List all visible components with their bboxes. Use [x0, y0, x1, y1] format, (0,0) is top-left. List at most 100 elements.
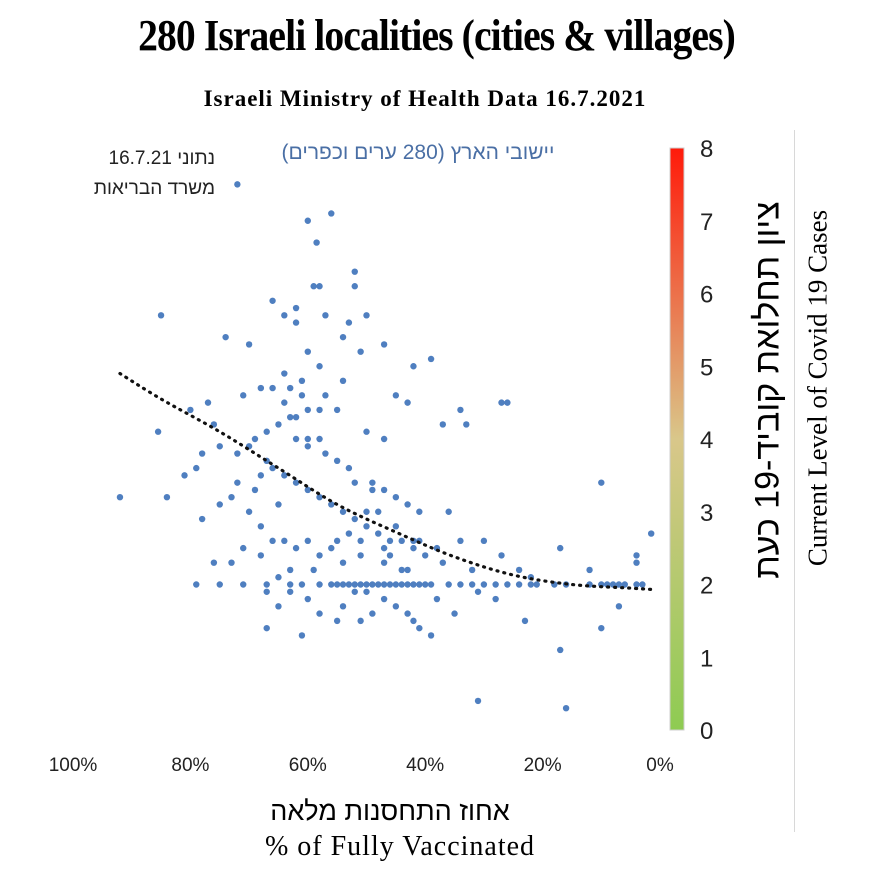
- data-point: [457, 537, 464, 545]
- data-point: [633, 552, 640, 559]
- data-point: [339, 603, 347, 610]
- data-point: [234, 479, 241, 486]
- data-point: [313, 239, 320, 246]
- data-point: [521, 617, 529, 625]
- data-point: [281, 312, 288, 319]
- data-point: [480, 537, 488, 545]
- data-point: [351, 283, 358, 290]
- data-point: [304, 348, 311, 355]
- data-point: [515, 566, 523, 574]
- data-point: [310, 566, 317, 574]
- data-point: [316, 581, 323, 588]
- data-point: [468, 566, 476, 574]
- data-point: [410, 363, 417, 370]
- data-point: [351, 479, 358, 486]
- data-point: [240, 581, 247, 588]
- data-point: [621, 581, 628, 588]
- data-point: [445, 581, 452, 588]
- data-point: [316, 610, 323, 617]
- data-point: [386, 537, 394, 545]
- y-tick-label: 5: [700, 354, 713, 381]
- data-point: [216, 581, 223, 588]
- data-point: [416, 624, 423, 632]
- data-point: [281, 370, 288, 377]
- data-point: [416, 508, 423, 515]
- data-point: [504, 399, 511, 406]
- data-point: [615, 581, 623, 588]
- data-point: [598, 479, 605, 486]
- data-point: [222, 333, 229, 341]
- data-point: [316, 283, 323, 290]
- y-tick-label: 2: [700, 573, 713, 600]
- data-point: [216, 443, 223, 450]
- data-point: [304, 595, 311, 603]
- series-label: יישובי הארץ (280 ערים וכפרים): [281, 141, 555, 164]
- data-point: [392, 392, 400, 399]
- data-point: [339, 333, 347, 341]
- data-point: [392, 494, 400, 501]
- data-point: [286, 384, 294, 392]
- data-point: [515, 581, 523, 588]
- data-point: [269, 384, 276, 392]
- data-point: [380, 595, 388, 603]
- data-point: [269, 464, 276, 472]
- color-scale-bar: [669, 147, 685, 731]
- divider-line: [794, 130, 795, 832]
- y-tick-label: 4: [700, 427, 713, 454]
- data-point: [269, 297, 276, 304]
- data-point: [345, 319, 353, 326]
- data-point: [193, 581, 200, 588]
- data-point: [647, 530, 655, 537]
- x-tick-label: 60%: [289, 755, 327, 776]
- data-point: [228, 494, 235, 501]
- data-point: [433, 595, 441, 603]
- data-point: [633, 581, 640, 588]
- data-point: [375, 530, 382, 537]
- data-point: [404, 566, 411, 574]
- data-point: [322, 392, 329, 399]
- data-point: [480, 581, 488, 588]
- x-axis-label-hebrew: אחוז התחסנות מלאה: [270, 796, 510, 826]
- data-point: [316, 435, 323, 443]
- data-point: [304, 406, 311, 414]
- data-point: [498, 552, 505, 559]
- y-tick-label: 7: [700, 209, 713, 236]
- data-point: [269, 537, 276, 545]
- data-point: [328, 210, 335, 217]
- source-note: נתוני 16.7.21 משרד הבריאות: [30, 144, 215, 204]
- data-point: [339, 508, 347, 515]
- data-point: [457, 581, 464, 588]
- data-point: [245, 508, 253, 515]
- data-point: [333, 581, 341, 588]
- data-point: [351, 268, 358, 275]
- data-point: [404, 581, 411, 588]
- x-tick-label: 20%: [524, 755, 562, 776]
- data-point: [498, 399, 505, 406]
- data-point: [234, 450, 241, 457]
- data-point: [474, 588, 482, 595]
- data-point: [363, 523, 370, 530]
- data-point: [292, 319, 300, 326]
- data-point: [251, 435, 259, 443]
- data-point: [386, 581, 394, 588]
- data-point: [286, 413, 294, 421]
- data-point: [263, 588, 270, 595]
- trend-line: [118, 371, 656, 592]
- data-point: [292, 479, 300, 486]
- data-point: [451, 610, 458, 617]
- data-point: [216, 501, 223, 508]
- data-point: [292, 435, 300, 443]
- data-point: [286, 581, 294, 588]
- x-tick-label: 100%: [49, 755, 98, 776]
- y-tick-label: 3: [700, 500, 713, 527]
- data-point: [351, 588, 358, 595]
- data-point: [304, 537, 311, 545]
- data-point: [404, 610, 411, 617]
- data-point: [445, 508, 452, 515]
- data-point: [292, 304, 300, 312]
- data-point: [439, 421, 447, 428]
- data-point: [333, 537, 341, 545]
- data-point: [380, 435, 388, 443]
- data-point: [257, 384, 265, 392]
